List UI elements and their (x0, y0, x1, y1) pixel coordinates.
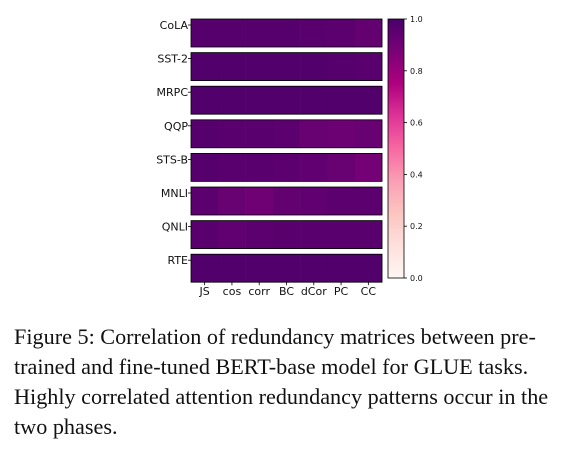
heatmap-cell (191, 254, 219, 283)
heatmap-cell (218, 19, 246, 47)
heatmap-cell (300, 52, 328, 81)
colorbar-tick-label: 0.8 (410, 67, 423, 76)
heatmap-cell (191, 119, 219, 148)
heatmap-cell (300, 187, 328, 215)
heatmap-cell (300, 254, 328, 283)
heatmap-cell (327, 220, 356, 249)
column-label: cos (223, 285, 242, 298)
heatmap-cell (218, 254, 246, 283)
row-frame (190, 85, 383, 115)
row-label: MNLI (161, 187, 188, 200)
column-label: corr (248, 285, 270, 298)
row-label: RTE (167, 254, 188, 267)
colorbar-tick-label: 0.0 (410, 274, 423, 283)
column-label: PC (334, 285, 349, 298)
heatmap-cell (354, 52, 383, 81)
heatmap-row-rte: RTE (167, 253, 383, 283)
colorbar: 0.0 0.2 0.4 0.6 0.8 1.0 (387, 15, 423, 283)
column-label: CC (361, 285, 377, 298)
heatmap-row-sts-b: STS-B (156, 152, 383, 182)
row-frame (190, 52, 383, 81)
heatmap-cell (300, 220, 328, 249)
heatmap-cell (245, 86, 274, 115)
heatmap-cell (218, 52, 246, 81)
heatmap-cell (245, 153, 274, 182)
heatmap-cell (218, 153, 246, 182)
row-frame (190, 220, 383, 250)
heatmap-cell (300, 119, 328, 148)
heatmap-cell (327, 19, 356, 47)
heatmap-row-sst-2: SST-2 (157, 52, 383, 81)
heatmap-cell (245, 52, 274, 81)
heatmap-cell (218, 119, 246, 148)
heatmap-cell (218, 187, 246, 215)
heatmap-cell (245, 187, 274, 215)
colorbar-gradient (387, 18, 405, 279)
figure-caption: Figure 5: Correlation of redundancy matr… (14, 324, 549, 439)
heatmap-cell (354, 254, 383, 283)
heatmap-figure: CoLA SST-2 MRPC QQP STS-B MNLI QNLI RTE JS cos co… (156, 15, 423, 298)
heatmap-cell (354, 187, 383, 215)
column-label: dCor (301, 285, 327, 298)
heatmap-row-qqp: QQP (164, 119, 383, 149)
colorbar-tick-label: 1.0 (410, 15, 423, 24)
heatmap-cell (354, 119, 383, 148)
heatmap-cell (245, 119, 274, 148)
heatmap-row-qnli: QNLI (162, 220, 383, 250)
heatmap-cell (272, 19, 301, 47)
colorbar-tick-label: 0.6 (410, 119, 423, 128)
heatmap-cell (191, 153, 219, 182)
heatmap-cell (272, 220, 301, 249)
heatmap-cell (191, 220, 219, 249)
heatmap-cell (327, 119, 356, 148)
heatmap-cell (300, 86, 328, 115)
row-label: QNLI (162, 221, 188, 234)
row-frame (190, 186, 383, 216)
heatmap-cell (327, 187, 356, 215)
heatmap-cell (354, 86, 383, 115)
heatmap-cell (354, 153, 383, 182)
row-label: CoLA (160, 19, 189, 32)
heatmap-cell (327, 254, 356, 283)
row-frame (190, 119, 383, 149)
heatmap-cell (327, 86, 356, 115)
heatmap-cell (272, 86, 301, 115)
heatmap-cell (245, 254, 274, 283)
heatmap-row-mnli: MNLI (161, 186, 383, 216)
row-frame (190, 152, 383, 182)
column-label: JS (199, 285, 210, 298)
row-label: STS-B (156, 153, 188, 166)
heatmap-cell (272, 52, 301, 81)
heatmap-cell (191, 86, 219, 115)
heatmap-cell (245, 220, 274, 249)
heatmap-rows: CoLA SST-2 MRPC QQP STS-B MNLI QNLI RTE (156, 18, 383, 283)
row-frame (190, 18, 383, 48)
heatmap-cell (300, 153, 328, 182)
heatmap-cell (272, 119, 301, 148)
row-label: QQP (164, 120, 188, 133)
heatmap-cell (272, 153, 301, 182)
heatmap-cell (327, 153, 356, 182)
row-label: SST-2 (157, 53, 188, 66)
heatmap-cell (354, 19, 383, 47)
heatmap-cell (191, 19, 219, 47)
heatmap-row-mrpc: MRPC (157, 85, 383, 115)
heatmap-cell (300, 19, 328, 47)
row-label: MRPC (157, 86, 189, 99)
heatmap-cell (327, 52, 356, 81)
heatmap-cell (245, 19, 274, 47)
heatmap-cell (272, 187, 301, 215)
column-label: BC (279, 285, 294, 298)
heatmap-cell (218, 86, 246, 115)
heatmap-cell (354, 220, 383, 249)
heatmap-cell (191, 52, 219, 81)
colorbar-tick-label: 0.4 (410, 170, 423, 179)
heatmap-cell (272, 254, 301, 283)
heatmap-row-cola: CoLA (160, 18, 383, 48)
heatmap-cell (191, 187, 219, 215)
heatmap-cell (218, 220, 246, 249)
column-labels: JS cos corr BC dCor PC CC (199, 282, 377, 298)
colorbar-tick-label: 0.2 (410, 222, 423, 231)
